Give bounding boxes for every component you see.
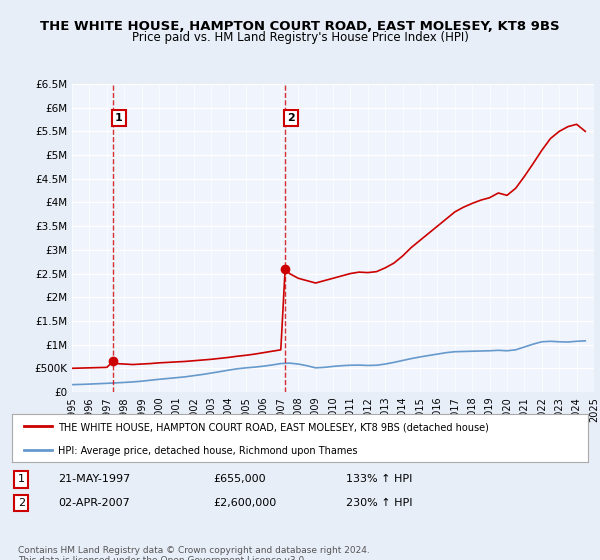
Text: 2: 2: [18, 498, 25, 508]
Text: 1: 1: [115, 113, 123, 123]
Text: £2,600,000: £2,600,000: [214, 498, 277, 508]
Text: 133% ↑ HPI: 133% ↑ HPI: [346, 474, 412, 484]
Text: THE WHITE HOUSE, HAMPTON COURT ROAD, EAST MOLESEY, KT8 9BS (detached house): THE WHITE HOUSE, HAMPTON COURT ROAD, EAS…: [58, 422, 489, 432]
Text: Price paid vs. HM Land Registry's House Price Index (HPI): Price paid vs. HM Land Registry's House …: [131, 31, 469, 44]
Text: £655,000: £655,000: [214, 474, 266, 484]
Text: 1: 1: [18, 474, 25, 484]
Text: 21-MAY-1997: 21-MAY-1997: [58, 474, 130, 484]
Text: 2: 2: [287, 113, 295, 123]
Text: 230% ↑ HPI: 230% ↑ HPI: [346, 498, 413, 508]
Text: HPI: Average price, detached house, Richmond upon Thames: HPI: Average price, detached house, Rich…: [58, 446, 358, 456]
Text: 02-APR-2007: 02-APR-2007: [58, 498, 130, 508]
Text: THE WHITE HOUSE, HAMPTON COURT ROAD, EAST MOLESEY, KT8 9BS: THE WHITE HOUSE, HAMPTON COURT ROAD, EAS…: [40, 20, 560, 32]
Text: Contains HM Land Registry data © Crown copyright and database right 2024.
This d: Contains HM Land Registry data © Crown c…: [18, 546, 370, 560]
